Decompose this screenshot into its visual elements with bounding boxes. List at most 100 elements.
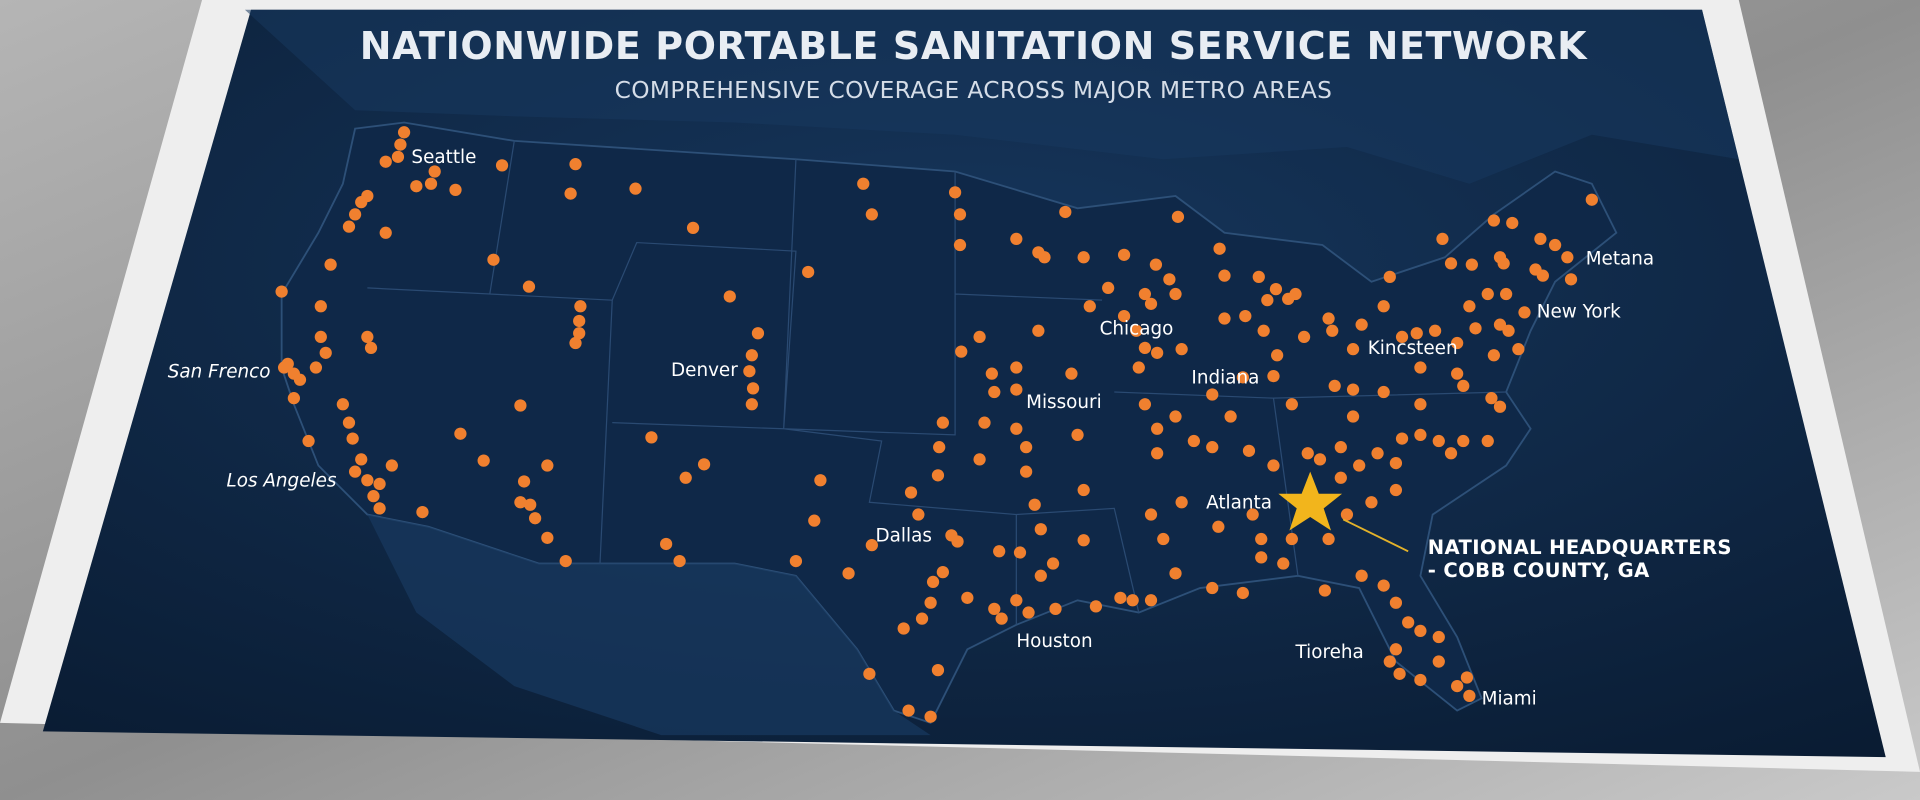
service-dot [865, 208, 878, 221]
service-dot [746, 382, 760, 395]
city-label: Indiana [1191, 367, 1259, 388]
service-dot [573, 314, 586, 328]
service-dot [1414, 673, 1427, 687]
hq-star [1278, 471, 1343, 531]
service-dot [1171, 210, 1185, 223]
service-dot [1046, 557, 1060, 570]
service-dot [1322, 532, 1335, 546]
service-dot [1169, 567, 1182, 580]
service-dot [1285, 398, 1298, 411]
service-dot [978, 416, 991, 429]
service-dot [1126, 594, 1139, 607]
service-dot [1389, 643, 1403, 656]
service-dot [487, 253, 500, 266]
service-dot [697, 458, 711, 471]
service-dot [514, 399, 527, 412]
service-dot [324, 258, 337, 271]
service-dot [1485, 392, 1498, 405]
service-dot [1252, 270, 1265, 284]
service-dot [1089, 600, 1103, 613]
service-dot [1393, 667, 1406, 680]
service-dot [1267, 459, 1280, 472]
city-label: Missouri [1026, 392, 1102, 413]
service-dot [1206, 441, 1219, 454]
service-dot [1322, 312, 1335, 325]
service-dot [1414, 361, 1427, 374]
service-dot [915, 612, 929, 625]
service-dot [1428, 324, 1442, 337]
service-dot [1561, 251, 1574, 264]
hq-leader-line [1342, 518, 1409, 553]
service-dot [314, 330, 327, 344]
service-dot [1564, 273, 1578, 286]
service-dot [1059, 205, 1072, 219]
service-dot [1512, 343, 1525, 356]
service-dot [1444, 257, 1458, 270]
service-dot [1355, 318, 1368, 331]
service-dot [1463, 689, 1476, 702]
service-dot [993, 545, 1006, 558]
service-dot [1481, 434, 1494, 448]
service-dot [1175, 343, 1188, 356]
service-dot [1460, 671, 1474, 684]
service-dot [1257, 324, 1270, 337]
service-dot [926, 575, 940, 589]
service-dot [1071, 428, 1084, 442]
service-dot [961, 591, 974, 604]
service-dot [1144, 508, 1158, 521]
service-dot [1548, 238, 1562, 252]
service-dot [1289, 287, 1302, 301]
mexico [367, 514, 931, 736]
service-dot [569, 158, 582, 171]
city-label: Houston [1016, 631, 1092, 652]
service-dot [449, 183, 462, 197]
service-dot [367, 490, 380, 503]
service-dot [574, 300, 587, 313]
service-dot [924, 710, 937, 723]
service-dot [1267, 369, 1280, 383]
city-label: Los Angeles [227, 470, 337, 491]
service-dot [1297, 330, 1311, 344]
service-dot [1144, 594, 1158, 607]
service-dot [1132, 361, 1145, 374]
service-dot [673, 554, 686, 568]
service-dot [802, 265, 815, 279]
service-dot [348, 208, 362, 221]
service-dot [1500, 287, 1513, 301]
service-dot [379, 226, 392, 239]
service-dot [1206, 388, 1219, 401]
service-dot [1022, 606, 1035, 619]
service-dot [1206, 581, 1219, 595]
service-dot [1010, 361, 1023, 374]
service-dot [953, 238, 967, 252]
service-dot [1371, 447, 1384, 460]
service-dot [524, 498, 537, 511]
service-dot [1469, 322, 1482, 335]
service-dot [985, 367, 998, 380]
service-dot [1077, 534, 1090, 547]
service-dot [1151, 422, 1164, 435]
service-dot [517, 475, 531, 488]
city-label: Chicago [1100, 318, 1174, 339]
service-dot [988, 385, 1001, 399]
service-dot [1157, 532, 1170, 546]
service-dot [842, 567, 855, 580]
hq-label: - COBB COUNTY, GA [1428, 559, 1650, 582]
service-dot [275, 285, 288, 298]
service-dot [863, 667, 876, 680]
service-dot [1534, 232, 1547, 246]
service-dot [1010, 422, 1023, 435]
service-dot [1187, 434, 1200, 448]
service-dot [424, 177, 438, 190]
service-dot [1138, 341, 1152, 355]
hq-label: NATIONAL HEADQUARTERS [1428, 536, 1732, 559]
service-dot [1497, 257, 1510, 270]
service-dot [416, 505, 429, 519]
service-dot [686, 221, 700, 234]
service-dot [1083, 300, 1096, 313]
service-dot [1236, 586, 1249, 600]
service-dot [397, 126, 411, 139]
service-dot [355, 196, 368, 209]
